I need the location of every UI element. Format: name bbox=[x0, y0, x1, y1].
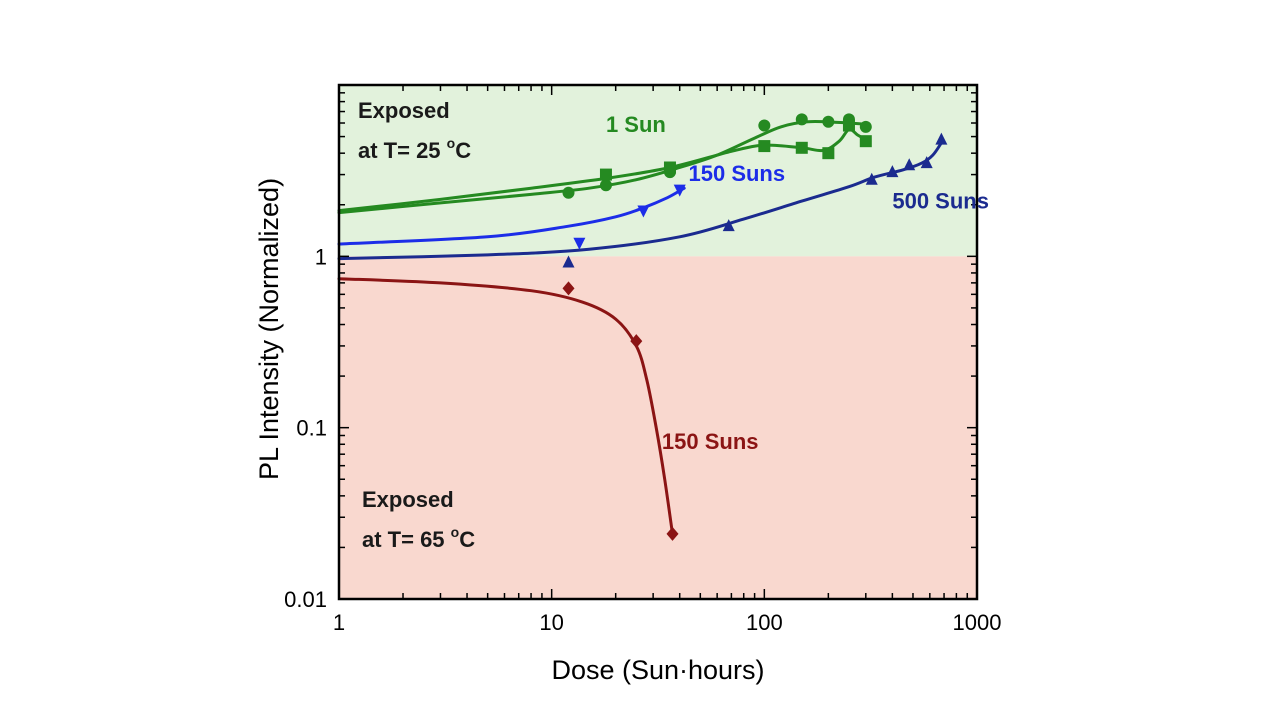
data-markers bbox=[562, 113, 948, 541]
series-marker-circle bbox=[562, 186, 575, 199]
y-tick-label: 0.01 bbox=[284, 587, 327, 612]
series-marker-square bbox=[758, 140, 771, 153]
region-label-25c: Exposed at T= 25 oC bbox=[358, 98, 471, 163]
y-tick-label: 1 bbox=[315, 244, 327, 269]
series-annotations: 1 Sun 150 Suns 500 Suns 150 Suns bbox=[606, 112, 989, 454]
series-marker-circle bbox=[859, 120, 872, 133]
region-label-65c-line1: Exposed bbox=[362, 487, 454, 512]
series-marker-diamond bbox=[630, 334, 643, 349]
series-marker-triangle-down bbox=[637, 205, 650, 218]
region-label-65c-line2: at T= 65 oC bbox=[362, 524, 475, 552]
x-tick-label: 1 bbox=[333, 610, 345, 635]
series-marker-triangle-up bbox=[865, 172, 878, 185]
series-marker-triangle-down bbox=[573, 237, 586, 250]
series-marker-diamond bbox=[666, 526, 679, 541]
region-label-25c-line2: at T= 25 oC bbox=[358, 135, 471, 163]
axis-tick-labels: 1 10 100 1000 0.01 0.1 1 bbox=[284, 244, 1001, 635]
series-marker-square bbox=[663, 161, 676, 174]
series-marker-square bbox=[859, 135, 872, 148]
plot-frame bbox=[337, 83, 979, 601]
series-annotation: 1 Sun bbox=[606, 112, 666, 137]
series-marker-triangle-up bbox=[903, 158, 916, 171]
y-axis-title: PL Intensity (Normalized) bbox=[254, 178, 284, 480]
series-curve-3 bbox=[337, 141, 943, 261]
series-marker-triangle-up bbox=[935, 132, 948, 145]
series-marker-triangle-up bbox=[886, 165, 899, 178]
series-marker-square bbox=[599, 168, 612, 181]
region-label-25c-line1: Exposed bbox=[358, 98, 450, 123]
series-marker-circle bbox=[758, 119, 771, 132]
series-annotation: 150 Suns bbox=[689, 161, 786, 186]
region-label-65c: Exposed at T= 65 oC bbox=[362, 487, 475, 552]
series-marker-circle bbox=[795, 113, 808, 126]
x-tick-label: 100 bbox=[746, 610, 783, 635]
series-marker-square bbox=[795, 141, 808, 154]
x-axis-title: Dose (Sun·hours) bbox=[551, 655, 764, 685]
series-curve-4 bbox=[337, 277, 674, 536]
series-marker-circle bbox=[599, 179, 612, 192]
series-marker-square bbox=[822, 147, 835, 160]
x-tick-label: 10 bbox=[539, 610, 563, 635]
series-marker-triangle-up bbox=[562, 255, 575, 268]
x-tick-label: 1000 bbox=[953, 610, 1002, 635]
series-curve-2 bbox=[337, 186, 686, 246]
region-exposed-65C bbox=[339, 256, 977, 599]
series-annotation: 500 Suns bbox=[892, 189, 989, 214]
y-tick-label: 0.1 bbox=[296, 416, 327, 441]
series-curve-0 bbox=[337, 120, 868, 215]
fit-curves bbox=[337, 120, 943, 536]
series-annotation: 150 Suns bbox=[662, 429, 759, 454]
series-marker-triangle-down bbox=[673, 184, 686, 197]
series-marker-circle bbox=[822, 115, 835, 128]
series-marker-triangle-up bbox=[722, 219, 735, 232]
series-marker-diamond bbox=[562, 281, 575, 296]
exposure-regions bbox=[339, 85, 977, 599]
series-marker-square bbox=[842, 119, 855, 132]
series-marker-triangle-up bbox=[920, 156, 933, 169]
